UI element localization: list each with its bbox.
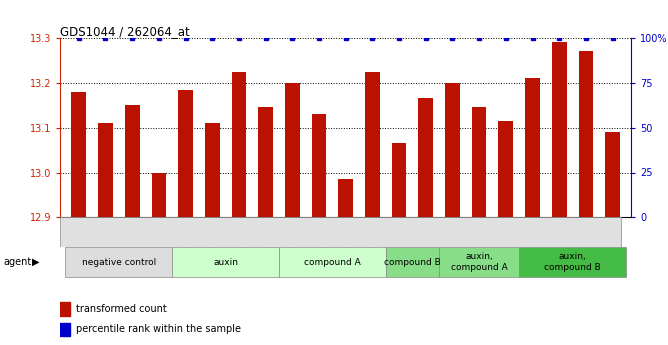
- Text: transformed count: transformed count: [76, 304, 167, 314]
- Bar: [472, 108, 486, 217]
- Bar: [152, 172, 166, 217]
- Bar: [65, 247, 172, 277]
- Bar: [259, 108, 273, 217]
- Bar: [312, 114, 327, 217]
- Bar: [578, 51, 593, 217]
- Bar: [172, 247, 279, 277]
- Bar: [418, 99, 433, 217]
- Bar: [60, 302, 70, 316]
- Text: agent: agent: [3, 257, 31, 267]
- Bar: [552, 42, 566, 217]
- Bar: [391, 144, 406, 217]
- Bar: [605, 132, 620, 217]
- Bar: [60, 323, 70, 336]
- Text: compound B: compound B: [384, 258, 441, 267]
- Bar: [205, 123, 220, 217]
- Text: ▶: ▶: [32, 257, 39, 267]
- Bar: [71, 92, 86, 217]
- Text: auxin: auxin: [213, 258, 238, 267]
- Text: auxin,
compound B: auxin, compound B: [544, 253, 601, 272]
- Bar: [445, 83, 460, 217]
- Bar: [519, 247, 626, 277]
- Bar: [525, 78, 540, 217]
- Text: negative control: negative control: [81, 258, 156, 267]
- Bar: [339, 179, 353, 217]
- Bar: [279, 247, 385, 277]
- Text: auxin,
compound A: auxin, compound A: [451, 253, 508, 272]
- Text: compound A: compound A: [304, 258, 361, 267]
- Bar: [178, 90, 193, 217]
- Text: GDS1044 / 262064_at: GDS1044 / 262064_at: [60, 25, 190, 38]
- Text: percentile rank within the sample: percentile rank within the sample: [76, 324, 241, 334]
- Bar: [125, 105, 140, 217]
- Bar: [232, 72, 246, 217]
- Bar: [385, 247, 439, 277]
- Bar: [439, 247, 519, 277]
- Bar: [98, 123, 113, 217]
- Bar: [365, 72, 379, 217]
- Bar: [285, 83, 300, 217]
- Bar: [498, 121, 513, 217]
